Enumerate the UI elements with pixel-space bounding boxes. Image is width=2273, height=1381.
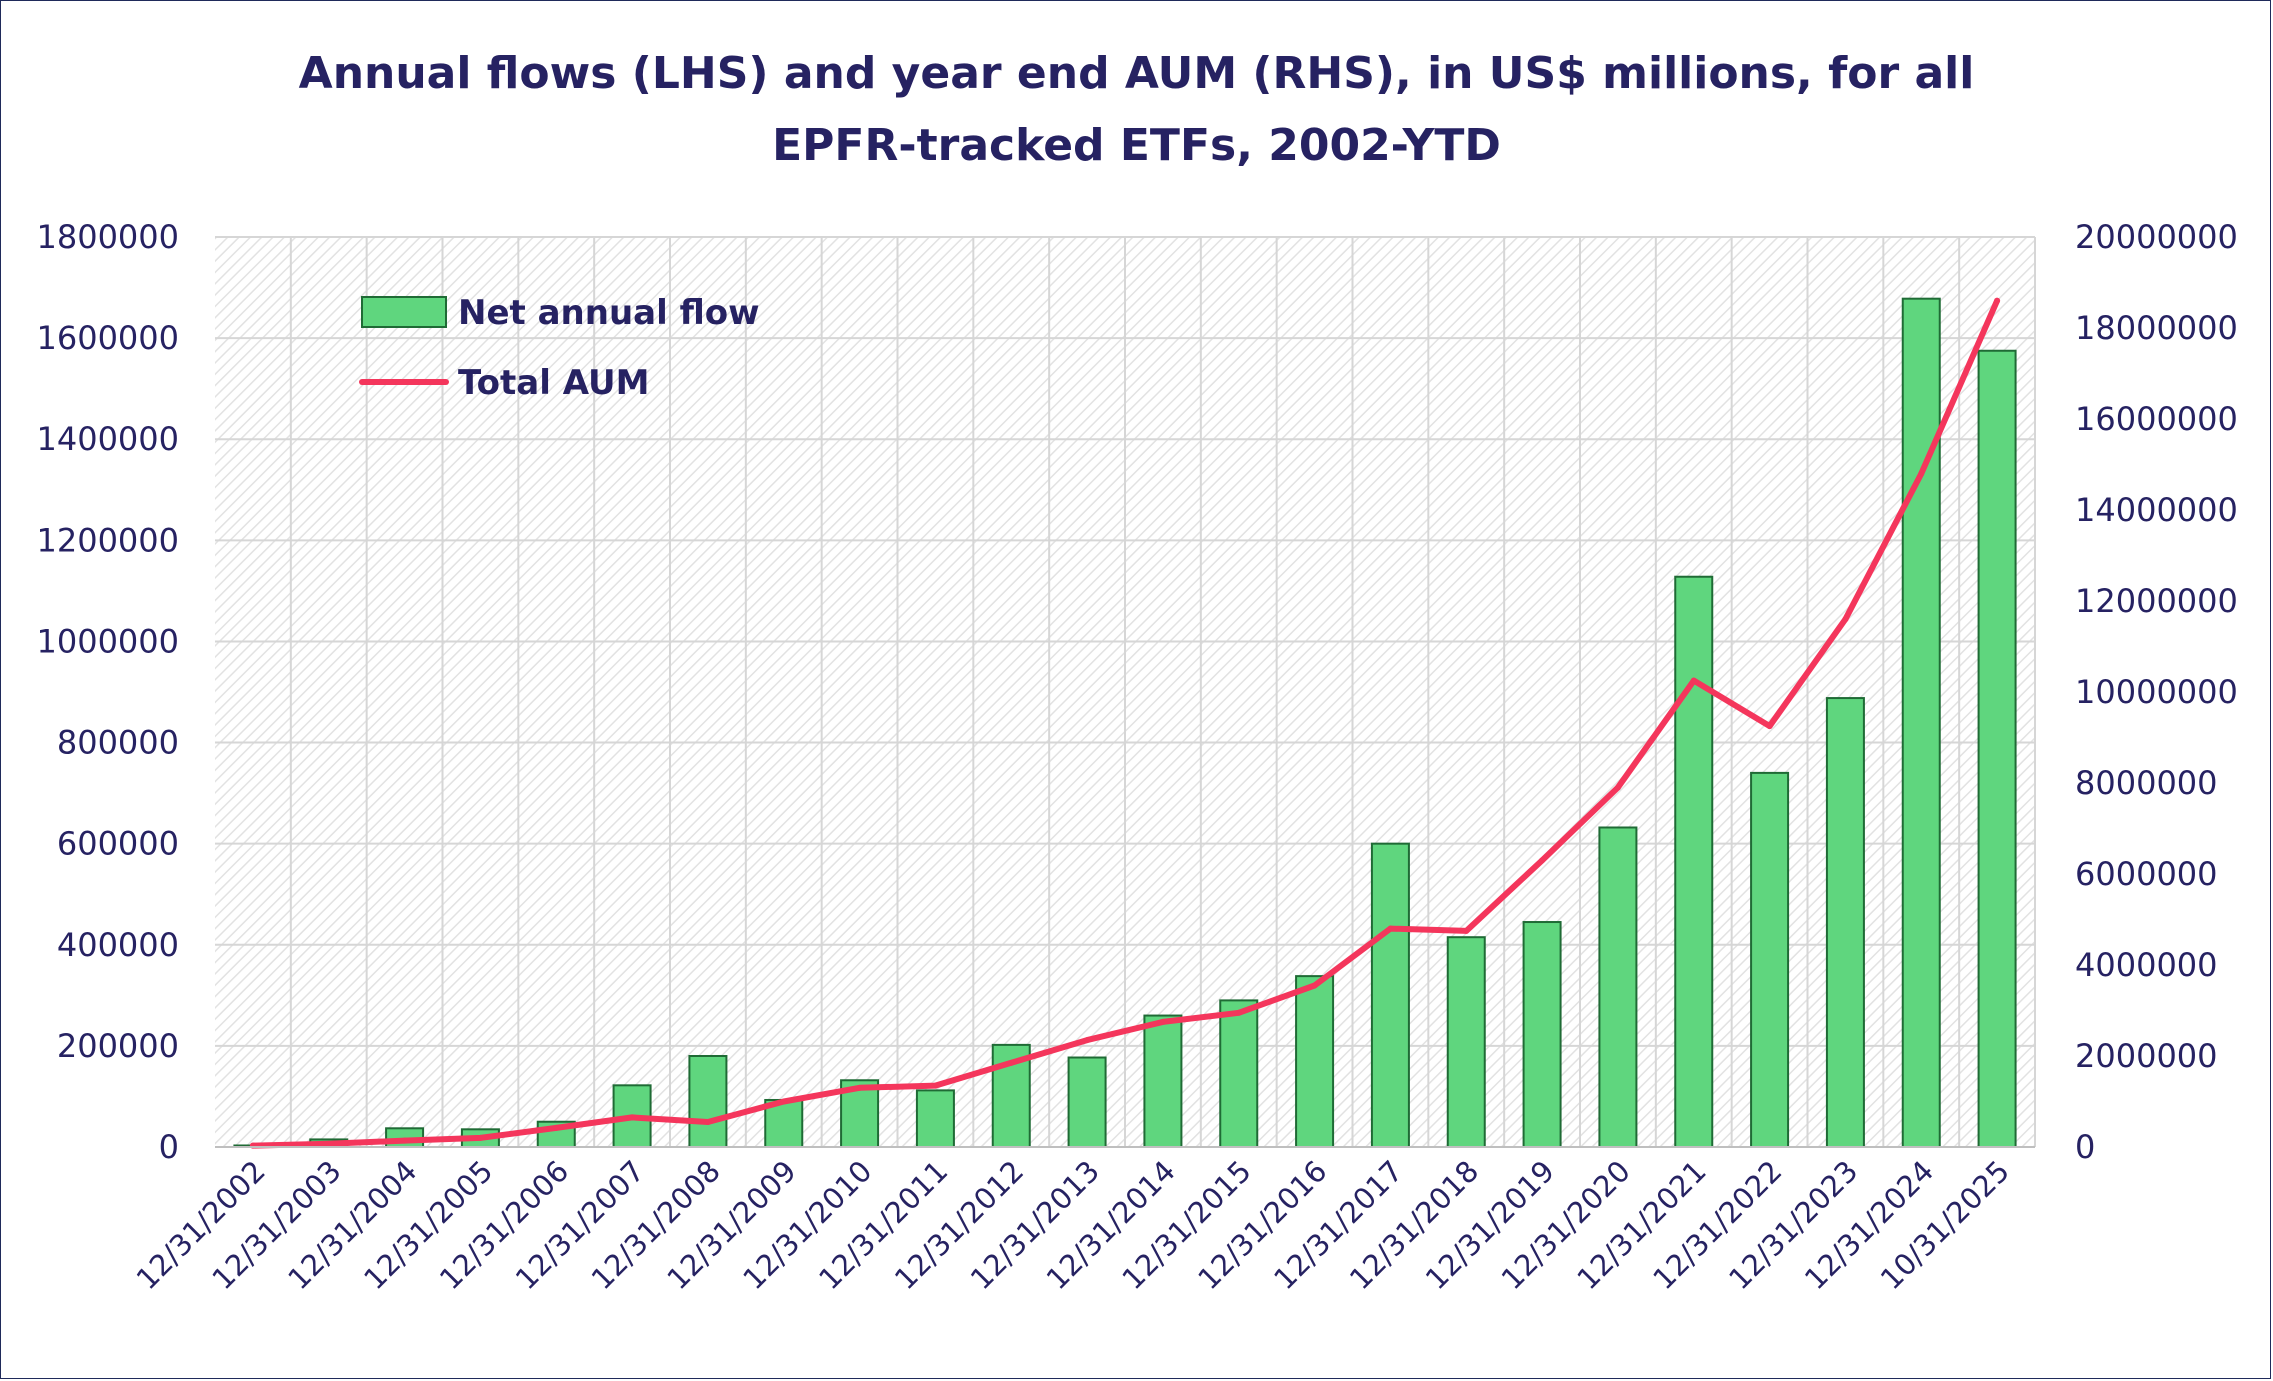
point-total-aum [1539, 857, 1546, 864]
legend: Net annual flow Total AUM [359, 293, 760, 403]
point-total-aum [856, 1084, 863, 1091]
y-left-tick-label: 1400000 [36, 420, 179, 458]
legend-label-net-annual-flow: Net annual flow [458, 293, 760, 333]
y-left-tick-label: 0 [159, 1128, 179, 1166]
y-left-tick-label: 1200000 [36, 521, 179, 559]
point-total-aum [1614, 784, 1621, 791]
bar-net-annual-flow [1067, 1056, 1107, 1149]
y-right-tick-label: 14000000 [2075, 491, 2238, 529]
bar-net-annual-flow [1370, 842, 1410, 1149]
point-total-aum [932, 1082, 939, 1089]
point-total-aum [1766, 723, 1773, 730]
bar-net-annual-flow [1901, 297, 1941, 1148]
bar-net-annual-flow [1295, 975, 1335, 1148]
y-right-tick-label: 6000000 [2075, 855, 2218, 893]
point-total-aum [553, 1124, 560, 1131]
bar-net-annual-flow [1446, 936, 1486, 1149]
y-left-tick-label: 1000000 [36, 622, 179, 660]
bar-net-annual-flow [1825, 697, 1865, 1148]
legend-label-total-aum: Total AUM [458, 363, 649, 403]
point-total-aum [629, 1114, 636, 1121]
y-right-tick-label: 4000000 [2075, 946, 2218, 984]
point-total-aum [1159, 1018, 1166, 1025]
point-total-aum [1235, 1009, 1242, 1016]
bar-net-annual-flow [1522, 921, 1562, 1148]
y-left-tick-label: 1800000 [36, 218, 179, 256]
point-total-aum [780, 1098, 787, 1105]
bar-net-annual-flow [1977, 349, 2017, 1148]
point-total-aum [1842, 616, 1849, 623]
y-left-tick-label: 200000 [57, 1027, 179, 1065]
bar-net-annual-flow [688, 1055, 728, 1148]
y-right-tick-label: 12000000 [2075, 582, 2238, 620]
point-total-aum [401, 1137, 408, 1144]
bar-net-annual-flow [915, 1089, 955, 1149]
point-total-aum [1084, 1037, 1091, 1044]
point-total-aum [1387, 925, 1394, 932]
bar-net-annual-flow [1674, 575, 1714, 1148]
y-right-tick-label: 8000000 [2075, 764, 2218, 802]
y-left-tick-label: 1600000 [36, 319, 179, 357]
point-total-aum [1008, 1059, 1015, 1066]
point-total-aum [325, 1140, 332, 1147]
chart-title-line-1: Annual flows (LHS) and year end AUM (RHS… [298, 48, 1975, 99]
y-right-tick-label: 20000000 [2075, 218, 2238, 256]
bar-net-annual-flow [1750, 771, 1790, 1149]
bar-net-annual-flow [1598, 826, 1638, 1148]
y-right-tick-label: 0 [2075, 1128, 2095, 1166]
line-total-aum [249, 297, 2001, 1149]
point-total-aum [1463, 927, 1470, 934]
point-total-aum [1918, 470, 1925, 477]
y-right-tick-label: 16000000 [2075, 400, 2238, 438]
point-total-aum [477, 1134, 484, 1141]
point-total-aum [1311, 982, 1318, 989]
point-total-aum [1690, 677, 1697, 684]
y-left-tick-label: 600000 [57, 825, 179, 863]
y-left-tick-label: 800000 [57, 724, 179, 762]
bar-net-annual-flow [1219, 999, 1259, 1149]
y-right-tick-label: 18000000 [2075, 309, 2238, 347]
chart-title-line-2: EPFR-tracked ETFs, 2002-YTD [772, 120, 1501, 171]
legend-swatch-net-annual-flow [361, 296, 447, 328]
point-total-aum [1994, 297, 2001, 304]
point-total-aum [704, 1118, 711, 1125]
y-left-tick-label: 400000 [57, 926, 179, 964]
bar-net-annual-flow [1143, 1014, 1183, 1148]
y-right-tick-label: 2000000 [2075, 1037, 2218, 1075]
chart-title: Annual flows (LHS) and year end AUM (RHS… [0, 38, 2273, 182]
y-right-tick-label: 10000000 [2075, 673, 2238, 711]
